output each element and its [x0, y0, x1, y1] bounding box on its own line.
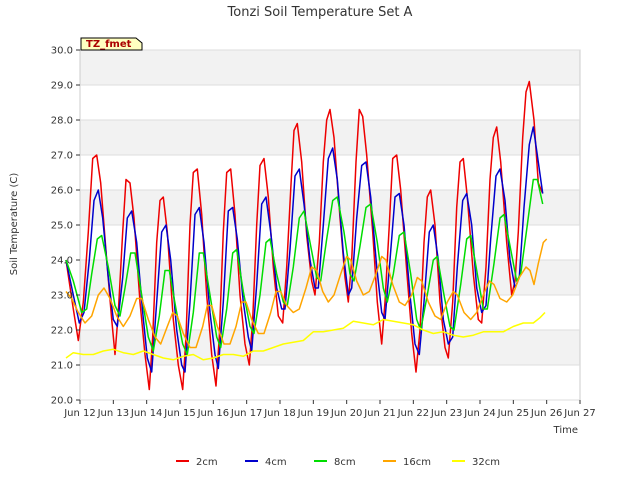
x-tick-label: Jun 21 — [363, 408, 396, 419]
x-tick-label: Jun 20 — [330, 408, 363, 419]
annotation-box: TZ_fmet — [80, 37, 143, 51]
x-tick-label: Jun 16 — [197, 408, 230, 419]
y-tick-label: 30.0 — [51, 46, 73, 57]
x-tick-label: Jun 25 — [497, 408, 530, 419]
x-tick-label: Jun 27 — [563, 408, 596, 419]
y-axis: 20.0 21.0 22.0 23.0 24.0 25.0 26.0 27.0 28.0 29.0… — [51, 46, 80, 407]
x-tick-label: Jun 14 — [130, 408, 163, 419]
x-axis: Jun 12 Jun 13 Jun 14 Jun 15 Jun 16 Jun 17 Jun … — [63, 400, 596, 419]
x-tick-label: Jun 12 — [63, 408, 96, 419]
legend-item-32cm: 32cm — [452, 457, 500, 468]
legend-label: 2cm — [196, 457, 218, 468]
x-tick-label: Jun 13 — [97, 408, 130, 419]
x-tick-label: Jun 26 — [530, 408, 563, 419]
legend: 2cm 4cm 8cm 16cm 32cm — [176, 457, 500, 468]
legend-item-4cm: 4cm — [245, 457, 287, 468]
y-tick-label: 28.0 — [51, 116, 73, 127]
series-line-8cm — [65, 178, 544, 356]
legend-item-2cm: 2cm — [176, 457, 218, 468]
series-line-4cm — [65, 126, 544, 373]
x-tick-label: Jun 19 — [297, 408, 330, 419]
series-lines — [65, 80, 548, 391]
y-tick-label: 24.0 — [51, 256, 73, 267]
y-tick-label: 23.0 — [51, 291, 73, 302]
legend-item-8cm: 8cm — [314, 457, 356, 468]
x-tick-label: Jun 22 — [397, 408, 430, 419]
x-tick-label: Jun 17 — [230, 408, 263, 419]
chart-title: Tonzi Soil Temperature Set A — [227, 5, 413, 20]
y-axis-label: Soil Temperature (C) — [9, 173, 20, 276]
series-line-32cm — [65, 311, 546, 361]
plot-band — [80, 50, 580, 85]
x-tick-label: Jun 15 — [163, 408, 196, 419]
legend-label: 4cm — [265, 457, 287, 468]
y-tick-label: 29.0 — [51, 81, 73, 92]
y-tick-label: 20.0 — [51, 396, 73, 407]
legend-label: 8cm — [334, 457, 356, 468]
x-tick-label: Jun 23 — [430, 408, 463, 419]
legend-item-16cm: 16cm — [383, 457, 431, 468]
legend-label: 32cm — [472, 457, 500, 468]
x-axis-label: Time — [553, 425, 578, 436]
x-tick-label: Jun 24 — [463, 408, 496, 419]
y-tick-label: 26.0 — [51, 186, 73, 197]
y-tick-label: 22.0 — [51, 326, 73, 337]
legend-label: 16cm — [403, 457, 431, 468]
series-line-16cm — [65, 238, 548, 349]
plot-band — [80, 120, 580, 155]
annotation-label: TZ_fmet — [86, 39, 132, 50]
y-tick-label: 25.0 — [51, 221, 73, 232]
y-tick-label: 27.0 — [51, 151, 73, 162]
y-tick-label: 21.0 — [51, 361, 73, 372]
x-tick-label: Jun 18 — [263, 408, 296, 419]
